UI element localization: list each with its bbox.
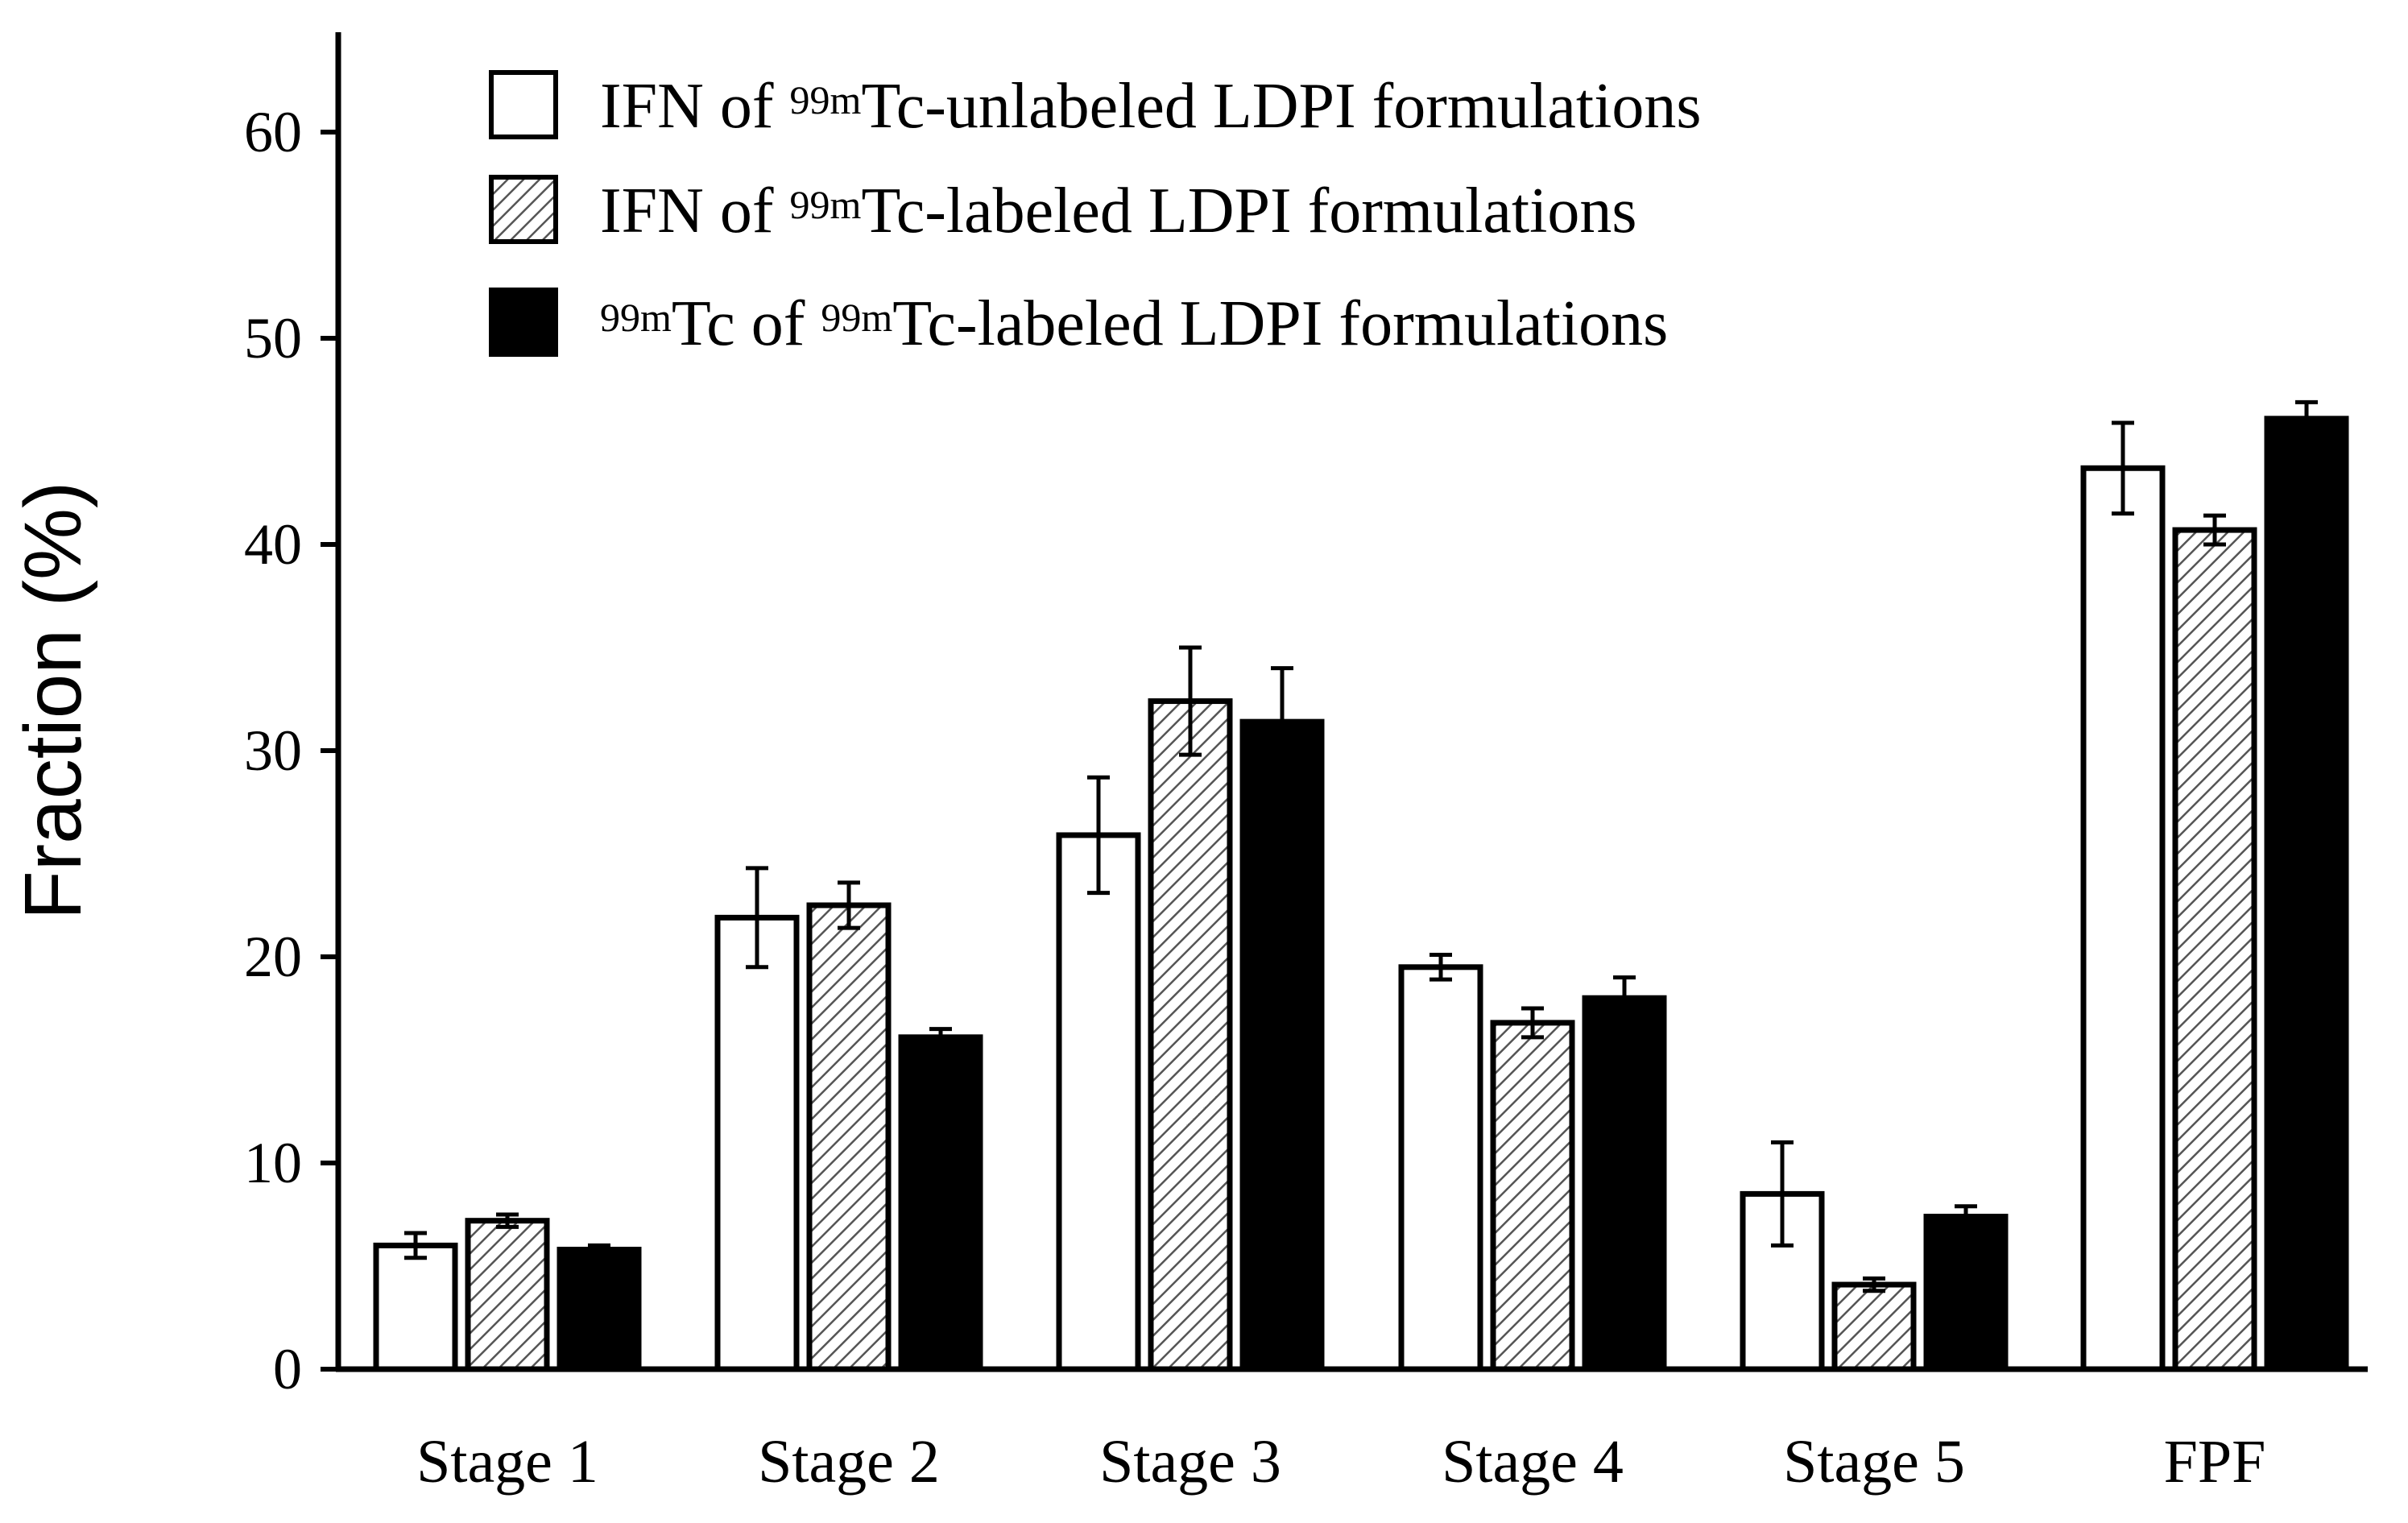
error-bar [1771,1140,1794,1248]
legend-swatch [489,70,558,139]
legend-label: IFN of 99mTc-labeled LDPI formulations [600,176,1636,246]
y-tick-label: 0 [273,1337,302,1401]
error-bar [496,1212,519,1229]
bar-hatched [1831,1281,1917,1372]
x-axis: Stage 1 Stage 2 Stage 3 Stage 4 Stage 5 FPF [336,1366,2368,1496]
error-bars-group [404,399,2318,1293]
legend-item: IFN of 99mTc-labeled LDPI formulations [489,175,1636,246]
legend-swatch [489,175,558,244]
bar-open [373,1242,458,1372]
error-bar [1955,1204,1977,1229]
bar-solid [898,1034,983,1372]
error-bar [1179,645,1202,757]
y-axis: 0 10 20 30 40 50 60 [244,32,341,1401]
bar-hatched [465,1218,550,1372]
y-tick-label: 20 [244,925,302,989]
bar-solid [556,1247,642,1372]
error-bar [2203,513,2226,547]
bar-open [2080,465,2166,1372]
bars-group [373,416,2349,1372]
x-tick-label: Stage 2 [758,1428,940,1496]
legend: IFN of 99mTc-unlabeled LDPI formulations… [489,70,1701,359]
bar-hatched [806,902,892,1372]
y-tick-label: 10 [244,1131,302,1195]
x-tick-label: Stage 1 [416,1428,598,1496]
x-tick-label: Stage 4 [1442,1428,1624,1496]
bar-solid [1923,1214,2009,1372]
error-bar [1521,1006,1544,1040]
bar-open [714,914,800,1372]
error-bar [1271,666,1293,778]
bar-open [1398,964,1483,1372]
y-tick-label: 40 [244,512,302,577]
error-bar [1863,1276,1885,1293]
bar-solid [1582,995,1667,1372]
x-tick-label: Stage 5 [1783,1428,1965,1496]
error-bar [1613,975,1636,1021]
bar-open [1056,832,1141,1372]
y-tick-label: 60 [244,100,302,164]
error-bar [1087,775,1110,896]
error-bar [404,1231,427,1260]
error-bar [929,1027,952,1048]
y-tick-label: 30 [244,718,302,783]
error-bar [1429,952,1452,982]
bar-hatched [1490,1020,1575,1372]
error-bar [2112,420,2134,516]
legend-swatch [489,288,558,357]
legend-item: IFN of 99mTc-unlabeled LDPI formulations [489,70,1701,142]
legend-item: 99mTc of 99mTc-labeled LDPI formulations [489,288,1668,359]
legend-label: IFN of 99mTc-unlabeled LDPI formulations [600,71,1701,142]
error-bar [746,866,768,970]
bar-hatched [2172,527,2257,1372]
error-bar [588,1243,610,1256]
bar-solid [1239,718,1325,1372]
legend-label: 99mTc of 99mTc-labeled LDPI formulations [600,288,1668,359]
error-bar [2295,399,2318,437]
y-tick-label: 50 [244,306,302,370]
error-bar [838,880,860,930]
x-tick-label: Stage 3 [1099,1428,1281,1496]
y-axis-label: Fraction (%) [8,482,98,921]
bar-hatched [1148,698,1233,1372]
x-tick-label: FPF [2164,1428,2266,1496]
bar-solid [2264,416,2349,1372]
